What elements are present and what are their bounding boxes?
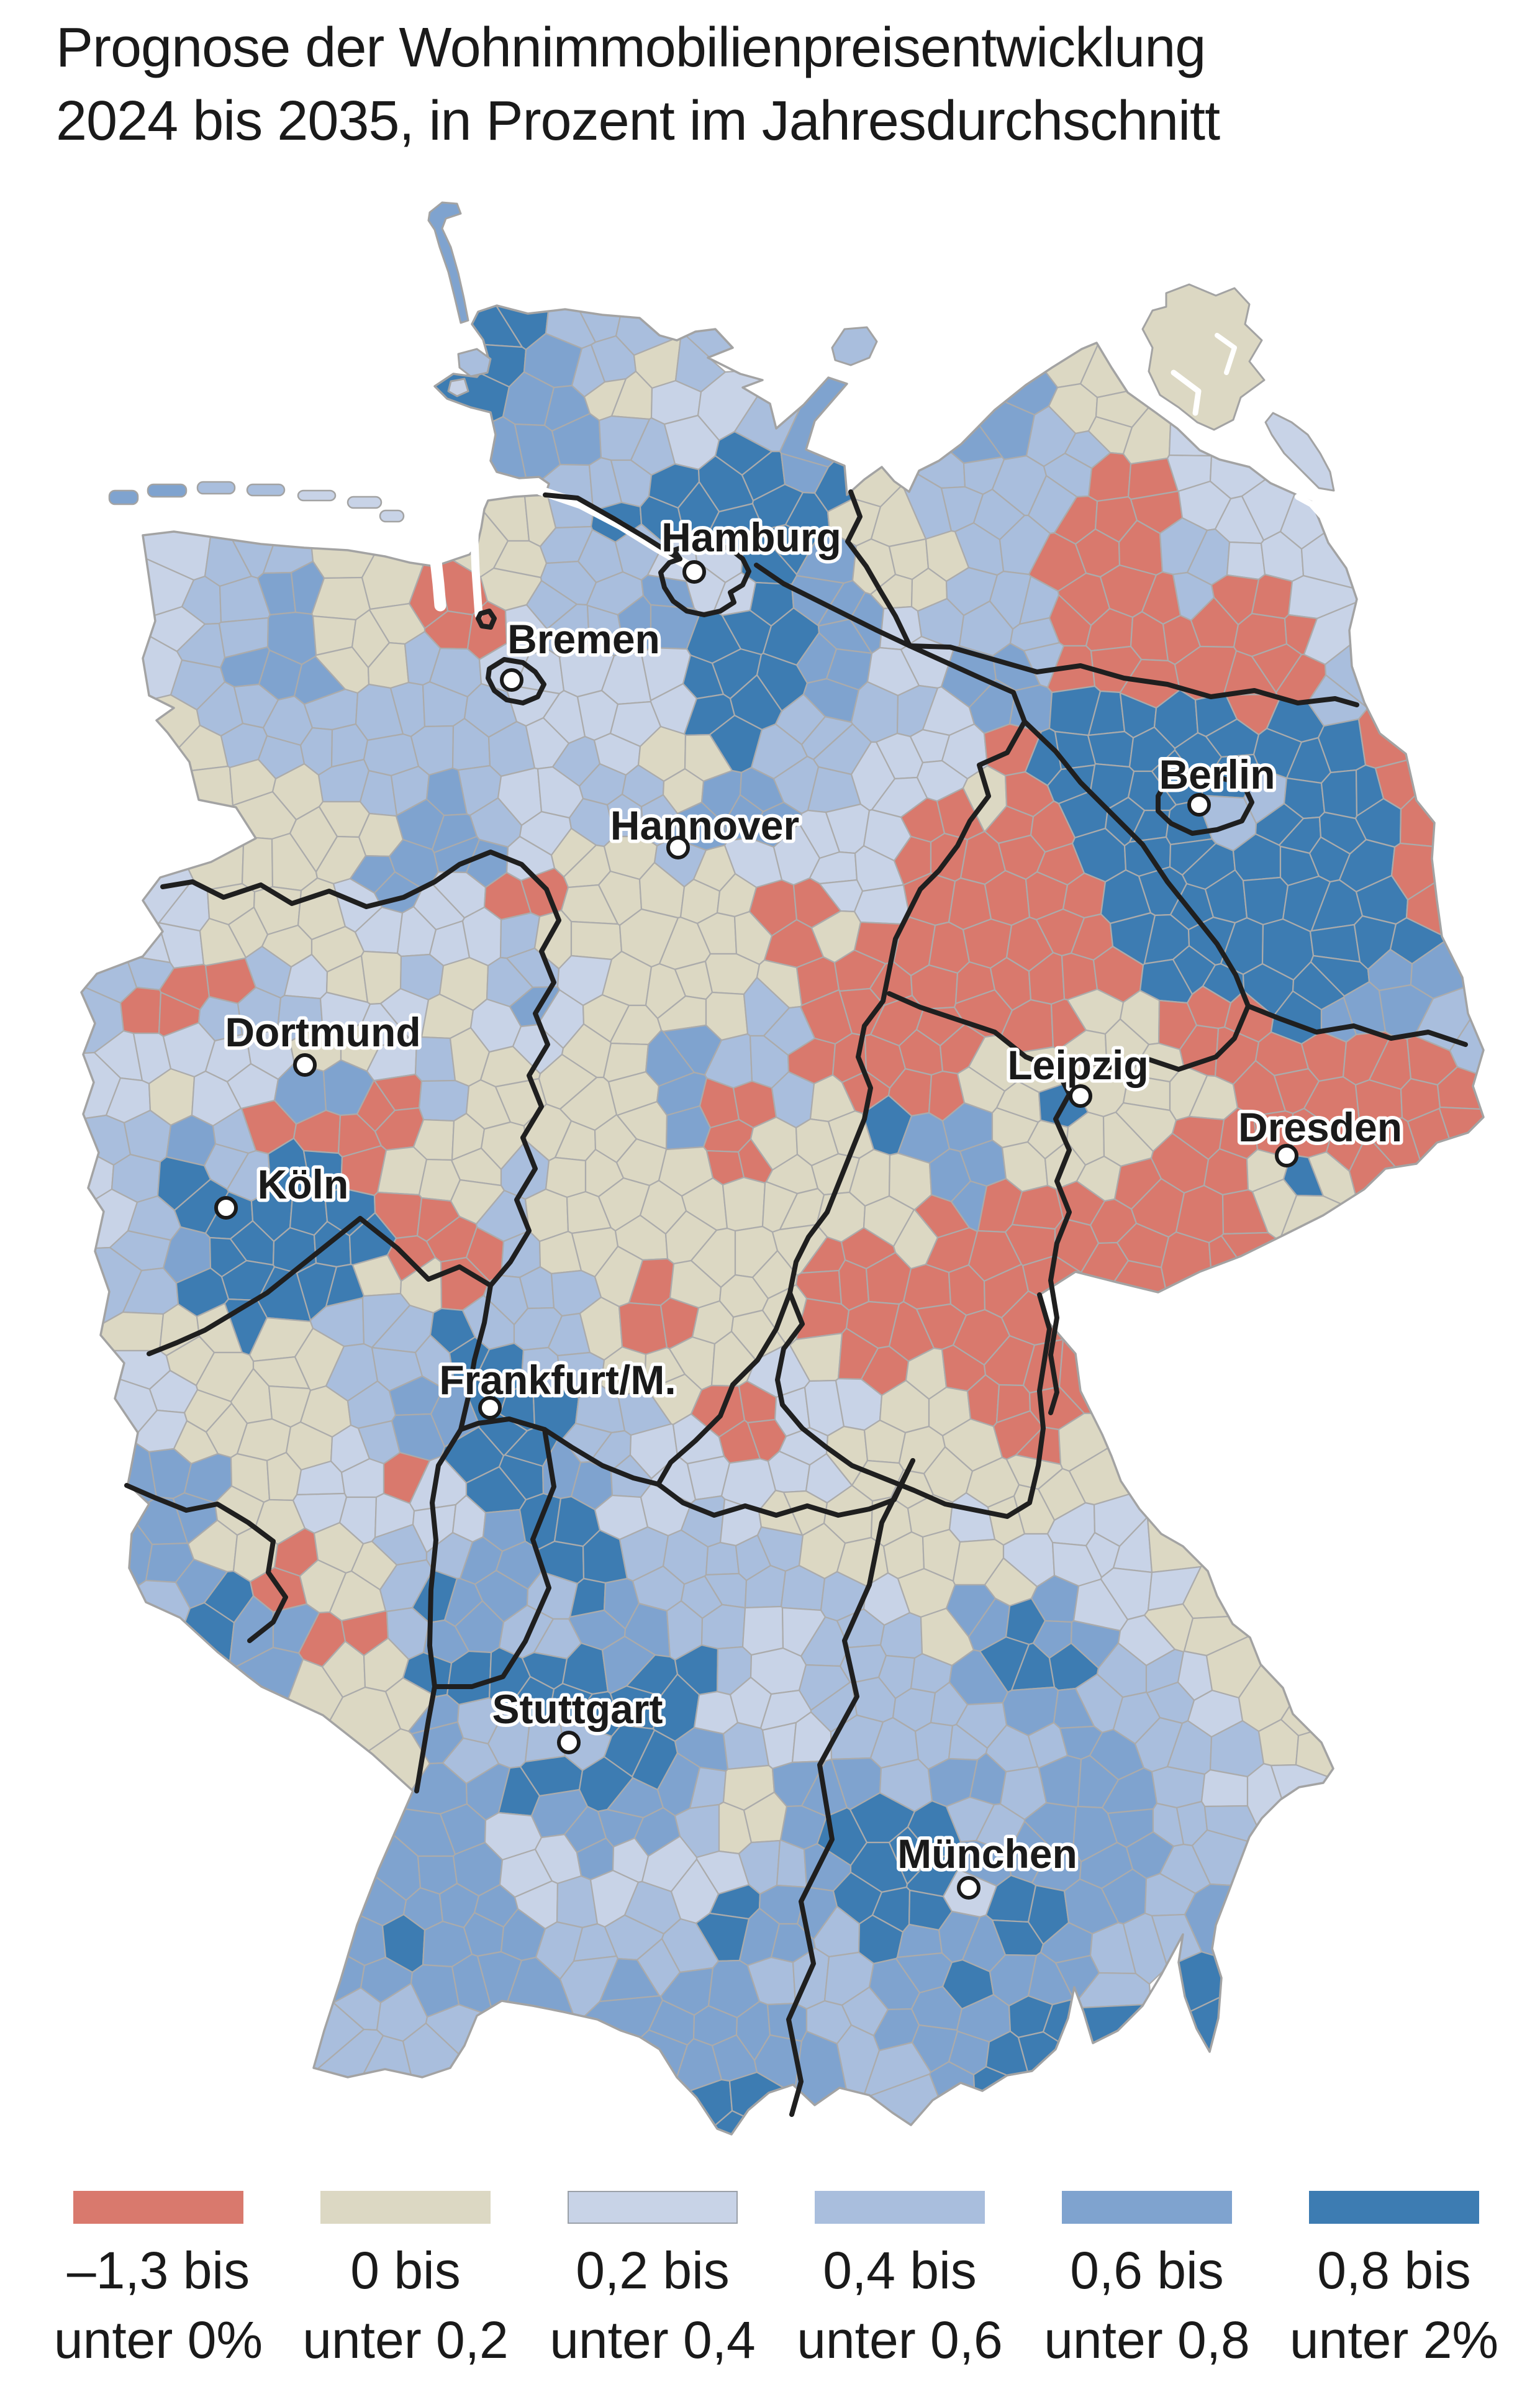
- svg-text:Bremen: Bremen: [507, 616, 660, 662]
- svg-text:München: München: [897, 1831, 1077, 1877]
- svg-text:Dortmund: Dortmund: [225, 1009, 420, 1055]
- svg-text:Dresden: Dresden: [1238, 1104, 1402, 1150]
- svg-text:Leipzig: Leipzig: [1007, 1042, 1148, 1088]
- svg-text:Köln: Köln: [258, 1161, 349, 1207]
- svg-text:Hannover: Hannover: [610, 802, 799, 848]
- svg-text:Berlin: Berlin: [1159, 751, 1275, 797]
- svg-text:Frankfurt/M.: Frankfurt/M.: [439, 1357, 676, 1403]
- svg-text:Hamburg: Hamburg: [661, 514, 841, 560]
- svg-text:Stuttgart: Stuttgart: [492, 1686, 663, 1732]
